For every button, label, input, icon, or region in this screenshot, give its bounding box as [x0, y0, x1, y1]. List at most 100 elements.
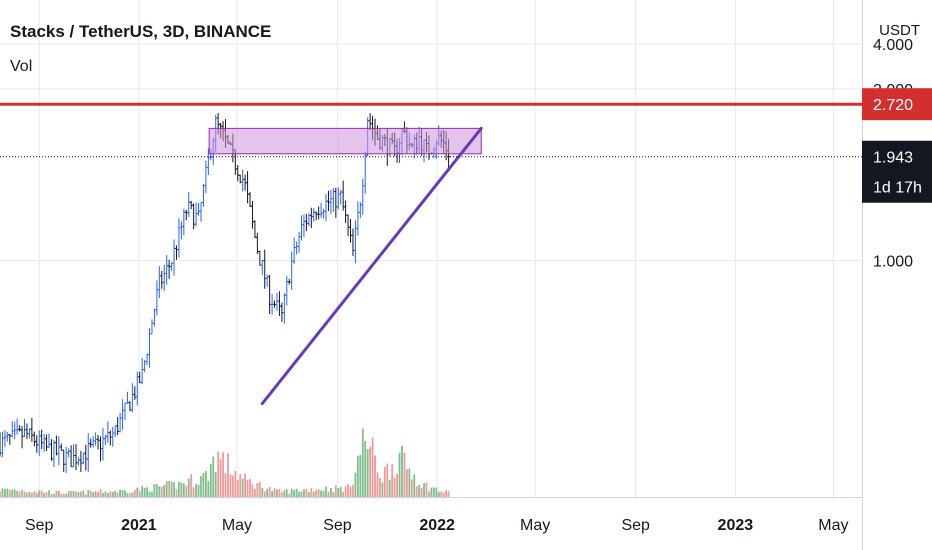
volume-bar	[28, 491, 31, 497]
volume-bar	[13, 489, 16, 497]
volume-bar	[334, 485, 337, 497]
volume-bar	[241, 478, 244, 497]
volume-bar	[415, 486, 418, 497]
volume-bar	[55, 490, 58, 497]
volume-bar	[102, 493, 104, 497]
volume-bar	[109, 491, 112, 497]
volume-bar	[60, 493, 63, 497]
volume-bar	[129, 493, 131, 497]
volume-bar	[50, 493, 53, 497]
volume-bar	[175, 489, 178, 497]
last-price-tag	[862, 140, 932, 203]
volume-bar	[391, 464, 394, 497]
volume-bar	[67, 491, 70, 497]
time-tick-label: 2021	[121, 517, 157, 534]
volume-bar	[16, 491, 19, 497]
volume-bar	[204, 471, 207, 497]
volume-bar	[339, 486, 342, 497]
volume-bar	[423, 482, 425, 497]
volume-bar	[155, 484, 158, 497]
volume-bar	[244, 473, 247, 497]
volume-bar	[153, 483, 156, 497]
volume-bar	[236, 479, 239, 497]
volume-bar	[435, 487, 438, 497]
volume-bar	[307, 492, 310, 497]
trendline	[260, 126, 483, 406]
volume-bar	[158, 486, 161, 497]
volume-bar	[111, 492, 114, 497]
volume-bar	[410, 479, 413, 497]
volume-bar	[317, 489, 320, 497]
range-box	[208, 127, 482, 155]
volume-bar	[440, 491, 443, 497]
volume-bar	[320, 490, 323, 497]
volume-bar	[256, 483, 259, 497]
volume-bar	[447, 491, 450, 497]
volume-bar	[254, 488, 256, 497]
price-tick-label: 1.000	[873, 253, 913, 270]
volume-bar	[398, 452, 401, 497]
volume-bar	[376, 472, 379, 497]
volume-bar	[263, 491, 266, 497]
volume-bar	[258, 482, 261, 497]
volume-bar	[160, 486, 163, 497]
volume-bar	[366, 449, 369, 497]
volume-bar	[79, 491, 82, 497]
volume-bar	[369, 446, 372, 497]
volume-bar	[312, 491, 315, 497]
volume-bar	[97, 492, 99, 497]
volume-bar	[354, 472, 357, 497]
volume-bar	[99, 489, 102, 497]
volume-bar	[84, 494, 87, 497]
time-tick-label: Sep	[25, 517, 54, 534]
volume-bar	[143, 487, 146, 497]
volume-bar	[121, 490, 124, 497]
volume-bar	[185, 485, 188, 497]
volume-bar	[124, 490, 126, 497]
volume-bar	[207, 481, 210, 497]
volume-bar	[38, 490, 41, 497]
volume-bar	[70, 490, 72, 497]
volume-bar	[0, 491, 1, 497]
volume-bar	[187, 478, 190, 497]
volume-bar	[227, 453, 229, 497]
volume-bar	[141, 485, 144, 497]
volume-bar	[18, 491, 21, 497]
chart-title: Stacks / TetherUS, 3D, BINANCE	[10, 22, 272, 41]
volume-bar	[249, 479, 251, 497]
volume-bar	[180, 482, 183, 497]
volume-bar	[92, 492, 95, 497]
volume-bar	[23, 491, 26, 497]
volume-bar	[288, 493, 291, 497]
volume-bar	[327, 491, 330, 497]
volume-bar	[342, 491, 345, 497]
time-tick-label: 2023	[718, 517, 754, 534]
volume-bar	[273, 488, 276, 497]
volume-bar	[138, 491, 141, 497]
volume-bar	[437, 491, 440, 497]
volume-bar	[396, 473, 398, 497]
volume-bar	[349, 486, 352, 497]
volume-bar	[295, 488, 298, 497]
volume-bar	[442, 492, 445, 497]
volume-bar	[62, 493, 65, 497]
volume-bar	[89, 490, 92, 497]
volume-bar	[163, 485, 166, 497]
volume-bar	[200, 476, 202, 497]
volume-bar	[72, 490, 75, 497]
volume-bar	[283, 490, 286, 497]
volume-bar	[374, 455, 376, 497]
volume-bar	[136, 487, 139, 497]
volume-bar	[146, 487, 148, 497]
volume-bar	[298, 491, 300, 497]
volume-bar	[192, 487, 195, 497]
time-tick-label: May	[520, 517, 550, 534]
volume-bar	[432, 487, 435, 497]
volume-bar	[40, 490, 43, 497]
volume-bar	[408, 468, 411, 497]
volume-bar	[48, 490, 50, 497]
volume-bar	[344, 486, 347, 497]
volume-bar	[428, 491, 430, 497]
volume-bar	[285, 489, 288, 497]
